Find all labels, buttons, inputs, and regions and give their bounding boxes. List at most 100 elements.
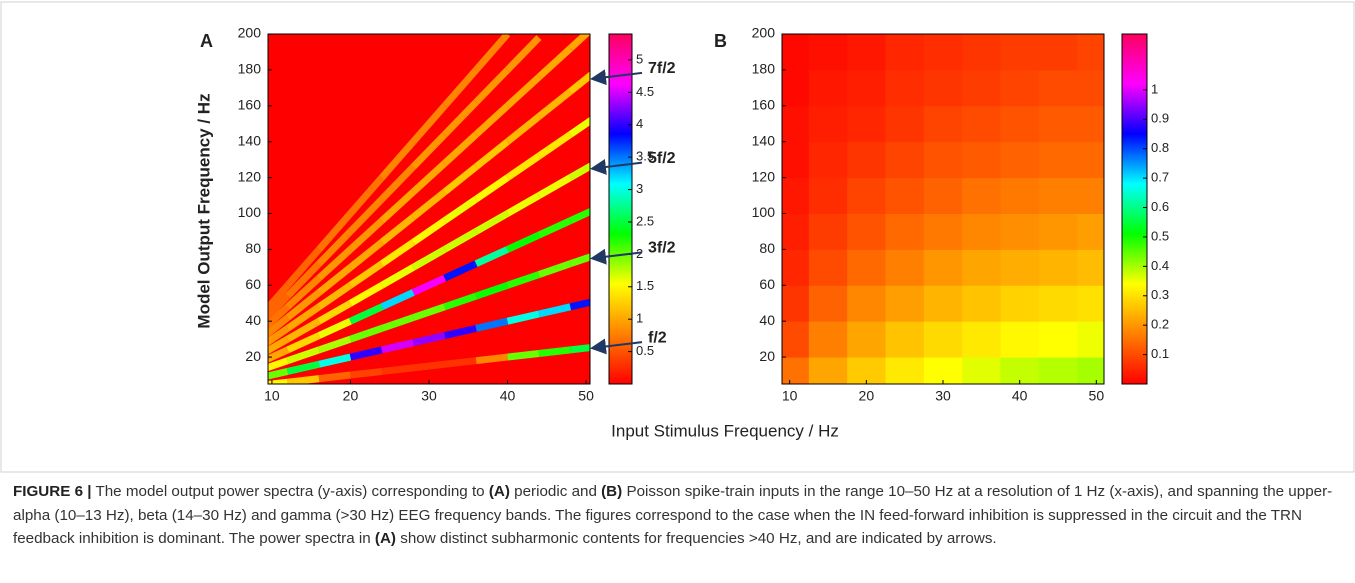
- ridge-cell: [473, 67, 511, 105]
- colorbar-tick-label: 5: [636, 51, 643, 66]
- ridge-cell: [379, 214, 416, 245]
- ridge-cell: [268, 325, 290, 347]
- ridge-cell: [268, 336, 290, 355]
- ridge-cell: [442, 67, 479, 109]
- heat-cell: [962, 105, 1001, 143]
- ridge-cell: [411, 217, 447, 246]
- ridge-cell: [536, 88, 573, 120]
- annotation-arrow: [590, 159, 643, 175]
- heat-cell: [1077, 285, 1104, 322]
- caption: FIGURE 6 | The model output power spectr…: [13, 480, 1343, 551]
- heat-cell: [962, 34, 1001, 71]
- ridge-cell: [505, 153, 541, 181]
- y-axis-title: Model Output Frequency / Hz: [194, 93, 213, 328]
- heat-cell: [782, 69, 810, 107]
- heat-cell: [923, 321, 963, 358]
- annotation-label: 5f/2: [648, 150, 676, 167]
- x-tick-label: 20: [343, 388, 359, 404]
- ridge-cell: [442, 228, 478, 253]
- heat-cell: [808, 105, 848, 143]
- colorbar-tick-label: 3: [636, 181, 643, 196]
- colorbar-tick-label: 0.4: [1151, 258, 1169, 273]
- ridge-cell: [505, 35, 542, 73]
- heat-cell: [847, 69, 886, 107]
- ridge-cell: [442, 131, 479, 166]
- colorbar-tick-label: 0.9: [1151, 111, 1169, 126]
- ridge-cell: [285, 275, 322, 310]
- ridge-cell: [569, 253, 590, 268]
- heat-cell: [923, 141, 963, 179]
- y-tick-label: 80: [245, 240, 261, 256]
- ridge-cell: [568, 34, 590, 51]
- ridge-cell: [442, 164, 479, 195]
- colorbar-tick-label: 0.6: [1151, 199, 1169, 214]
- caption-text: Poisson spike-train inputs in the range …: [13, 483, 1333, 547]
- heat-cell: [923, 177, 963, 214]
- annotation-label: 3f/2: [648, 240, 676, 257]
- ridge-cell: [285, 289, 322, 321]
- x-tick-label: 30: [421, 388, 437, 404]
- heat-cell: [1077, 34, 1104, 71]
- ridge-cell: [475, 317, 509, 332]
- ridge-cell: [537, 260, 572, 278]
- y-tick-label: 60: [245, 276, 261, 292]
- heat-cell: [847, 285, 886, 322]
- heat-cell: [923, 34, 963, 71]
- heat-cell: [923, 357, 963, 384]
- heat-cell: [782, 105, 810, 143]
- heat-cell: [1000, 249, 1040, 286]
- ridge-cell: [316, 211, 354, 252]
- y-tick-label: 80: [759, 240, 775, 256]
- ridge-cell: [569, 298, 590, 311]
- heat-cell: [885, 321, 925, 358]
- colorbar: [1121, 33, 1148, 385]
- heat-cell: [808, 34, 848, 71]
- ridge-cell: [538, 346, 571, 357]
- ridge-cell: [442, 99, 479, 137]
- ridge-cell: [474, 246, 509, 267]
- panel-label: A: [200, 31, 213, 51]
- heat-cell: [847, 105, 886, 143]
- heat-cell: [782, 285, 810, 322]
- heat-cell: [808, 213, 848, 250]
- heat-cell: [923, 105, 963, 143]
- y-tick-label: 140: [238, 132, 262, 148]
- colorbar-tick-label: 2.5: [636, 213, 654, 228]
- ridge-cell: [381, 339, 415, 354]
- ridge-cell: [538, 303, 572, 318]
- ridge-cell: [507, 350, 540, 361]
- heat-cell: [847, 357, 886, 384]
- ridge-cell: [379, 239, 416, 267]
- ridge-cell: [317, 335, 352, 354]
- heat-cell: [962, 357, 1001, 384]
- heat-cell: [782, 213, 810, 250]
- annotation-arrow: [590, 338, 643, 355]
- heat-cell: [962, 285, 1001, 322]
- ridge-cell: [410, 132, 448, 170]
- colorbar-tick-label: 0.7: [1151, 170, 1169, 185]
- caption-text: The model output power spectra (y-axis) …: [91, 483, 489, 500]
- x-tick-label: 40: [500, 388, 516, 404]
- x-tick-label: 30: [935, 388, 951, 404]
- ridge-cell: [348, 282, 384, 307]
- heat-cell: [885, 141, 925, 179]
- heat-cell: [1000, 177, 1040, 214]
- heat-cell: [962, 69, 1001, 107]
- heat-cell: [1077, 357, 1104, 384]
- heat-cell: [1038, 177, 1078, 214]
- heat-cell: [808, 177, 848, 214]
- ridge-cell: [285, 303, 322, 332]
- ridge-cell: [285, 261, 322, 299]
- ridge-cell: [379, 164, 416, 202]
- ridge-cell: [474, 174, 510, 203]
- ridge-cell: [505, 192, 541, 217]
- figure-frame: [0, 1, 1355, 473]
- ridge-cell: [268, 314, 290, 338]
- heat-cell: [1038, 249, 1078, 286]
- ridge-cell: [444, 357, 477, 368]
- heat-cell: [885, 357, 925, 384]
- ridge-cell: [268, 378, 288, 384]
- heat-cell: [1038, 69, 1078, 107]
- ridge-cell: [286, 332, 321, 354]
